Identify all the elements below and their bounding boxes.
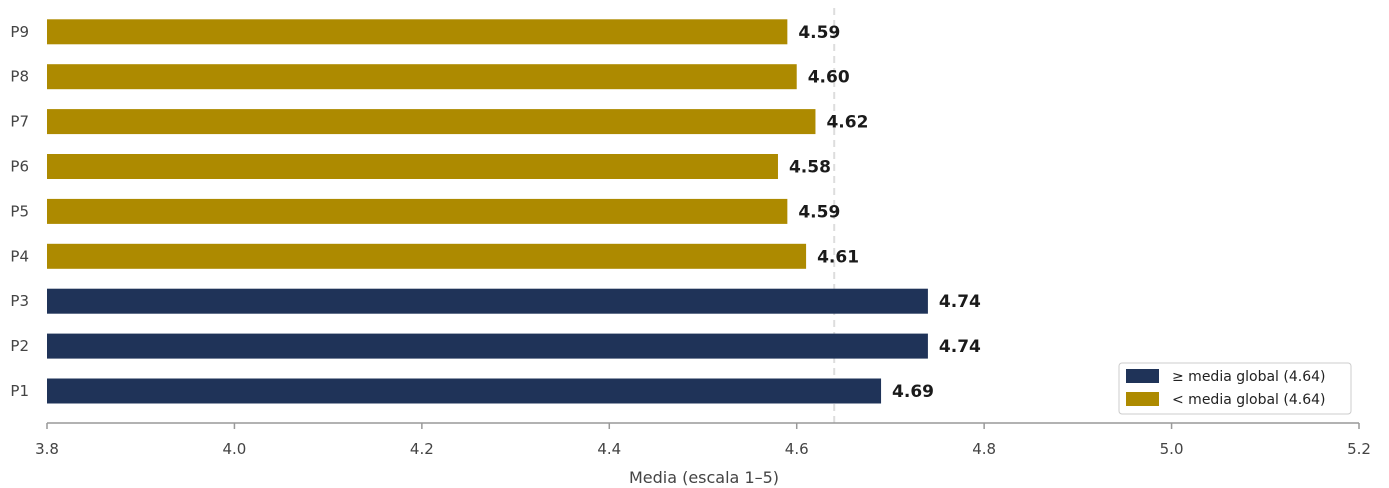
category-label-p9: P9: [10, 23, 29, 41]
value-label-p6: 4.58: [789, 158, 831, 178]
value-label-p4: 4.61: [817, 247, 859, 267]
bar-p5: [47, 198, 788, 224]
bar-p9: [47, 19, 788, 45]
bar-p3: [47, 288, 928, 314]
value-label-p5: 4.59: [798, 202, 840, 222]
category-label-p6: P6: [10, 158, 29, 176]
value-label-p9: 4.59: [798, 23, 840, 43]
x-axis-label: Media (escala 1–5): [629, 468, 779, 487]
category-label-p2: P2: [10, 337, 29, 355]
x-tick-label: 4.0: [222, 440, 246, 458]
legend-swatch-below: [1126, 392, 1159, 406]
value-labels-group: 4.69 4.74 4.74 4.61 4.59 4.58 4.62 4.60 4.59: [789, 23, 981, 402]
bar-p1: [47, 378, 882, 404]
legend-swatch-above: [1126, 369, 1159, 383]
category-label-p3: P3: [10, 292, 29, 310]
category-label-p7: P7: [10, 113, 29, 131]
x-tick-label: 3.8: [35, 440, 59, 458]
category-labels-group: P1 P2 P3 P4 P5 P6 P7 P8 P9: [10, 23, 29, 400]
legend-label-above: ≥ media global (4.64): [1172, 369, 1325, 385]
legend: ≥ media global (4.64) < media global (4.…: [1118, 362, 1352, 415]
x-tick-label: 4.2: [410, 440, 434, 458]
x-tick-label: 4.8: [972, 440, 996, 458]
legend-label-below: < media global (4.64): [1172, 392, 1325, 408]
value-label-p1: 4.69: [892, 382, 934, 402]
category-label-p8: P8: [10, 68, 29, 86]
x-tick-label: 5.2: [1347, 440, 1371, 458]
value-label-p8: 4.60: [808, 68, 850, 88]
bars-group: [47, 19, 928, 404]
value-label-p2: 4.74: [939, 337, 981, 357]
x-tick-label: 4.4: [597, 440, 621, 458]
x-ticks-group: 3.8 4.0 4.2 4.4 4.6 4.8 5.0 5.2: [35, 423, 1371, 458]
x-tick-label: 4.6: [785, 440, 809, 458]
bar-p8: [47, 64, 797, 90]
bar-p2: [47, 333, 928, 359]
category-label-p5: P5: [10, 202, 29, 220]
value-label-p3: 4.74: [939, 292, 981, 312]
value-label-p7: 4.62: [826, 113, 868, 133]
bar-p4: [47, 243, 807, 269]
legend-box: [1118, 362, 1352, 415]
x-tick-label: 5.0: [1160, 440, 1184, 458]
bar-p6: [47, 154, 778, 179]
bar-p7: [47, 109, 816, 135]
category-label-p4: P4: [10, 247, 29, 265]
category-label-p1: P1: [10, 382, 29, 400]
